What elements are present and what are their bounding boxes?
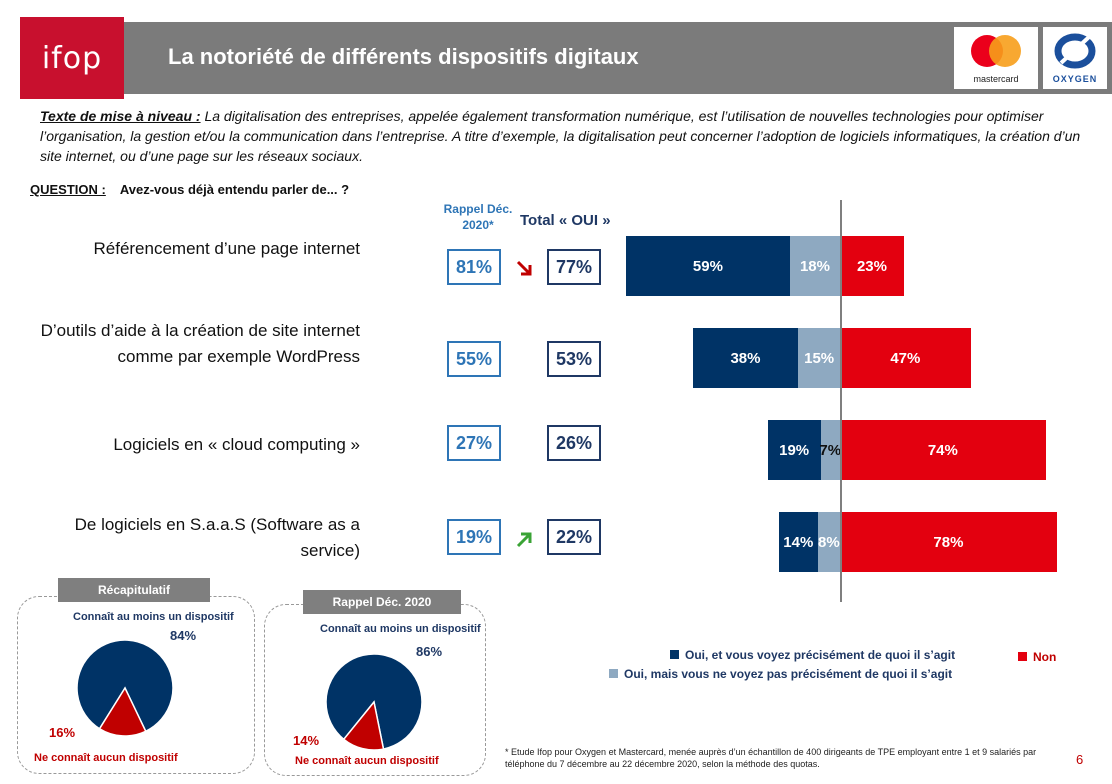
intro-label: Texte de mise à niveau : xyxy=(40,108,201,124)
row-label-3: Logiciels en « cloud computing » xyxy=(113,435,360,454)
intro-paragraph: Texte de mise à niveau : La digitalisati… xyxy=(40,106,1090,166)
bar-oui-precis-3-label: 19% xyxy=(779,441,810,459)
legend-non: Non xyxy=(1018,650,1056,664)
bar-oui-precis-3: 19% xyxy=(767,420,821,480)
legend-oui-vague-swatch xyxy=(609,669,618,678)
legend-oui-vague-text: Oui, mais vous ne voyez pas précisément … xyxy=(624,667,953,681)
pie2-no-value: 14% xyxy=(293,733,320,748)
bar-oui-precis-2-label: 38% xyxy=(730,349,761,367)
bar-non-4: 78% xyxy=(840,512,1057,572)
bar-non-1: 23% xyxy=(840,236,904,296)
pie1-yes-value: 84% xyxy=(170,628,197,643)
question: QUESTION : Avez-vous déjà entendu parler … xyxy=(30,182,349,197)
rappel-value-2: 55% xyxy=(447,341,501,377)
total-oui-value-4: 22% xyxy=(547,519,601,555)
bar-non-1-label: 23% xyxy=(856,257,887,275)
bar-oui-precis-4: 14% xyxy=(778,512,818,572)
rappel-value-1: 81% xyxy=(447,249,501,285)
recap-tag-rappel: Rappel Déc. 2020 xyxy=(303,590,461,614)
row-label-4: De logiciels en S.a.a.S (Software as a s… xyxy=(74,515,360,560)
legend-oui-precis-text: Oui, et vous voyez précisément de quoi i… xyxy=(685,648,956,662)
bar-oui-vague-1: 18% xyxy=(789,236,840,296)
pie2-yes-value: 86% xyxy=(416,644,443,659)
legend-non-swatch xyxy=(1018,652,1027,661)
total-column-header: Total « OUI » xyxy=(520,212,611,229)
bar-oui-precis-1: 59% xyxy=(625,236,790,296)
bar-non-2: 47% xyxy=(840,328,971,388)
pie1-slice-no xyxy=(98,686,147,737)
bar-oui-vague-1-label: 18% xyxy=(799,257,830,275)
total-oui-value-2: 53% xyxy=(547,341,601,377)
pie2-yes-label: Connaît au moins un dispositif xyxy=(320,623,481,635)
intro-text: La digitalisation des entreprises, appel… xyxy=(40,108,1081,164)
bar-oui-precis-4-label: 14% xyxy=(783,533,814,551)
bar-non-3-label: 74% xyxy=(927,441,958,459)
bar-oui-vague-3: 7% xyxy=(819,420,842,480)
page-title: La notoriété de différents dispositifs d… xyxy=(168,44,639,69)
legend-oui-precis: Oui, et vous voyez précisément de quoi i… xyxy=(670,648,955,662)
row-label-2: D’outils d’aide à la création de site in… xyxy=(40,321,360,366)
bar-non-2-label: 47% xyxy=(890,349,921,367)
rappel-value-4: 19% xyxy=(447,519,501,555)
bar-oui-vague-3-label: 7% xyxy=(819,441,842,459)
mastercard-circles-icon xyxy=(971,35,1021,67)
header-bar xyxy=(20,22,1112,94)
page-number: 6 xyxy=(1076,752,1084,767)
question-label: QUESTION : xyxy=(30,182,106,197)
pie-chart-rappel xyxy=(325,653,423,751)
pie1-no-value: 16% xyxy=(49,725,76,740)
bar-oui-vague-2-label: 15% xyxy=(804,349,835,367)
mastercard-logo: mastercard xyxy=(954,27,1038,89)
total-oui-value-1: 77% xyxy=(547,249,601,285)
legend-oui-precis-swatch xyxy=(670,650,679,659)
oxygen-text: OXYGEN xyxy=(1052,74,1098,84)
logo-text: ifop xyxy=(41,40,103,76)
recap-tag-current: Récapitulatif xyxy=(58,578,210,602)
rappel-value-3: 27% xyxy=(447,425,501,461)
trend-up-arrow-icon xyxy=(516,532,532,548)
pie1-no-label: Ne connaît aucun dispositif xyxy=(34,752,178,764)
bar-oui-precis-1-label: 59% xyxy=(692,257,723,275)
rappel-column-header: Rappel Déc. 2020* xyxy=(440,201,516,233)
bar-non-3: 74% xyxy=(840,420,1046,480)
bar-oui-vague-4-label: 8% xyxy=(818,533,840,551)
oxygen-logo: OXYGEN xyxy=(1043,27,1107,89)
footnote: * Etude Ifop pour Oxygen et Mastercard, … xyxy=(505,747,1037,769)
legend-non-text: Non xyxy=(1033,650,1057,664)
oxygen-swirl-icon xyxy=(1054,33,1096,69)
question-text: Avez-vous déjà entendu parler de... ? xyxy=(119,182,350,197)
bar-non-4-label: 78% xyxy=(933,533,964,551)
pie2-no-label: Ne connaît aucun dispositif xyxy=(295,755,439,767)
rappel-header-text: Rappel Déc. 2020* xyxy=(443,202,513,232)
row-label-1: Référencement d’une page internet xyxy=(93,239,360,258)
bar-oui-vague-4: 8% xyxy=(817,512,840,572)
pie2-slice-no xyxy=(342,700,385,751)
pie1-slice-yes xyxy=(76,639,174,733)
bar-oui-precis-2: 38% xyxy=(692,328,799,388)
pie1-yes-label: Connaît au moins un dispositif xyxy=(73,611,234,623)
mastercard-text: mastercard xyxy=(973,74,1019,84)
trend-down-arrow-icon xyxy=(516,260,532,276)
pie-chart-current xyxy=(76,639,174,737)
total-oui-value-3: 26% xyxy=(547,425,601,461)
ifop-logo: ifop xyxy=(20,17,124,99)
zero-axis-line xyxy=(840,200,842,602)
bar-oui-vague-2: 15% xyxy=(798,328,840,388)
legend-oui-vague: Oui, mais vous ne voyez pas précisément … xyxy=(609,667,952,681)
